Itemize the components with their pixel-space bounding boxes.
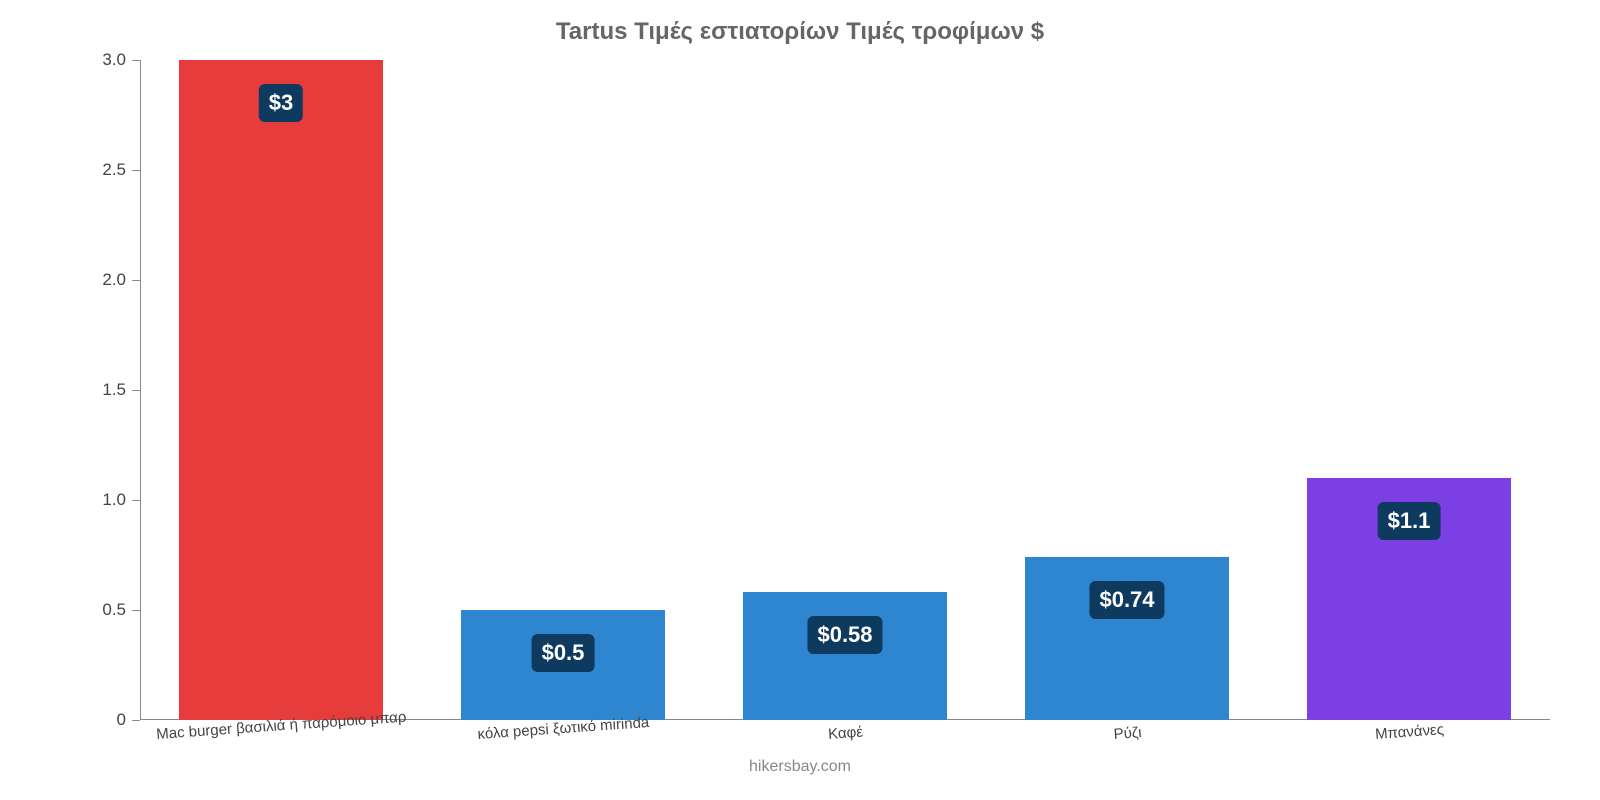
bar-slot: $0.5κόλα pepsi ξωτικό mirinda bbox=[422, 60, 704, 720]
bar bbox=[743, 592, 946, 720]
y-tick-label: 2.0 bbox=[102, 270, 140, 290]
bar bbox=[179, 60, 382, 720]
bar-value-label: $0.74 bbox=[1089, 581, 1164, 619]
bars-layer: $3Mac burger βασιλιά ή παρόμοιο μπαρ$0.5… bbox=[140, 60, 1550, 720]
bar-slot: $3Mac burger βασιλιά ή παρόμοιο μπαρ bbox=[140, 60, 422, 720]
bar-slot: $0.74Ρύζι bbox=[986, 60, 1268, 720]
x-tick-label: Μπανάνες bbox=[1375, 721, 1445, 743]
price-bar-chart: Tartus Τιμές εστιατορίων Τιμές τροφίμων … bbox=[0, 0, 1600, 800]
x-tick-label: Ρύζι bbox=[1113, 724, 1142, 743]
y-tick-label: 3.0 bbox=[102, 50, 140, 70]
y-tick-label: 1.0 bbox=[102, 490, 140, 510]
bar-value-label: $3 bbox=[259, 84, 303, 122]
plot-area: $3Mac burger βασιλιά ή παρόμοιο μπαρ$0.5… bbox=[140, 60, 1550, 720]
chart-credit: hikersbay.com bbox=[0, 758, 1600, 776]
y-tick-label: 0.5 bbox=[102, 600, 140, 620]
bar-value-label: $1.1 bbox=[1378, 502, 1441, 540]
y-tick-label: 2.5 bbox=[102, 160, 140, 180]
x-tick-label: Καφέ bbox=[828, 724, 864, 743]
bar-value-label: $0.5 bbox=[532, 634, 595, 672]
y-tick-label: 1.5 bbox=[102, 380, 140, 400]
bar-value-label: $0.58 bbox=[807, 616, 882, 654]
bar-slot: $0.58Καφέ bbox=[704, 60, 986, 720]
y-tick-label: 0 bbox=[117, 710, 140, 730]
chart-title: Tartus Τιμές εστιατορίων Τιμές τροφίμων … bbox=[0, 18, 1600, 46]
bar-slot: $1.1Μπανάνες bbox=[1268, 60, 1550, 720]
